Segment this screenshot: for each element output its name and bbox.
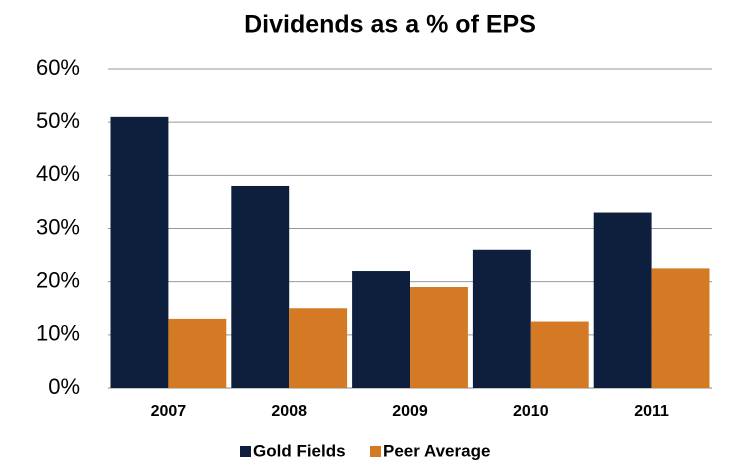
- x-tick-label: 2011: [634, 403, 669, 420]
- bar: [593, 212, 652, 388]
- bar: [168, 318, 227, 388]
- legend-swatch: [370, 446, 381, 457]
- chart-title: Dividends as a % of EPS: [244, 11, 536, 39]
- y-tick-label: 20%: [36, 267, 80, 292]
- y-tick-label: 60%: [36, 55, 80, 80]
- legend-swatch: [240, 446, 251, 457]
- x-tick-label: 2010: [513, 403, 549, 420]
- bar: [530, 321, 589, 388]
- legend-label: Peer Average: [383, 441, 490, 460]
- y-tick-label: 10%: [36, 321, 80, 346]
- y-tick-label: 50%: [36, 108, 80, 133]
- bar: [410, 286, 468, 388]
- bar: [289, 308, 348, 388]
- bar: [472, 249, 531, 388]
- bar: [110, 116, 169, 388]
- x-tick-label: 2009: [392, 403, 428, 420]
- bar: [231, 185, 290, 388]
- bar: [352, 271, 410, 388]
- bar: [651, 268, 710, 388]
- legend-label: Gold Fields: [253, 441, 346, 460]
- y-tick-label: 0%: [48, 374, 80, 399]
- x-tick-label: 2007: [151, 403, 187, 420]
- y-tick-label: 30%: [36, 214, 80, 239]
- x-tick-label: 2008: [271, 403, 307, 420]
- y-tick-label: 40%: [36, 161, 80, 186]
